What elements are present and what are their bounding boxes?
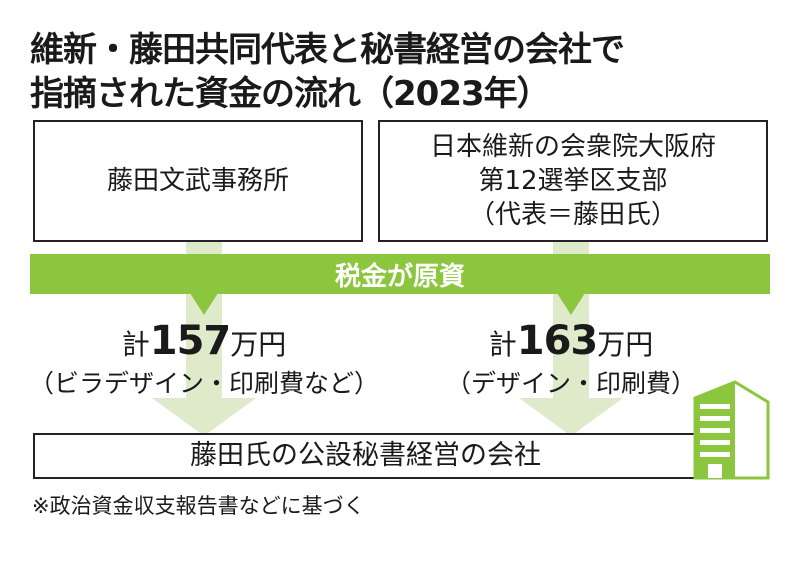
footnote: ※政治資金収支報告書などに基づく xyxy=(32,494,365,518)
source-label: 藤田文武事務所 xyxy=(106,166,289,196)
flow-prefix: 計 xyxy=(121,328,150,361)
arrow-right-pointer xyxy=(557,293,585,315)
destination-box: 藤田氏の公設秘書経営の会社 xyxy=(33,433,698,479)
arrow-left-pointer xyxy=(190,293,218,315)
flow-prefix: 計 xyxy=(488,328,517,361)
flow-amount: 157 xyxy=(149,318,231,364)
source-label: 第12選挙区支部 xyxy=(478,166,668,196)
arrow-left-head xyxy=(152,398,256,436)
funding-bar: 税金が原資 xyxy=(30,254,770,294)
source-label: （代表＝藤田氏） xyxy=(468,200,677,230)
building-icon xyxy=(693,380,770,480)
source-label: 日本維新の会衆院大阪府 xyxy=(429,132,716,162)
flow-detail: （ビラデザイン・印刷費など） xyxy=(28,369,379,398)
title-line1: 維新・藤田共同代表と秘書経営の会社で xyxy=(30,30,625,70)
title-line2: 指摘された資金の流れ（2023年） xyxy=(30,74,551,114)
flow-amount: 163 xyxy=(516,318,598,364)
flow-detail: （デザイン・印刷費） xyxy=(445,369,696,398)
arrow-right-head xyxy=(519,398,623,436)
flow-unit: 万円 xyxy=(230,328,287,361)
destination-label: 藤田氏の公設秘書経営の会社 xyxy=(190,440,541,471)
source-box-office: 藤田文武事務所 xyxy=(33,120,363,242)
source-box-branch: 日本維新の会衆院大阪府 第12選挙区支部 （代表＝藤田氏） xyxy=(378,120,768,242)
flow-unit: 万円 xyxy=(597,328,654,361)
flow-left: 計157万円 （ビラデザイン・印刷費など） xyxy=(24,318,384,400)
flow-right: 計163万円 （デザイン・印刷費） xyxy=(391,318,751,400)
